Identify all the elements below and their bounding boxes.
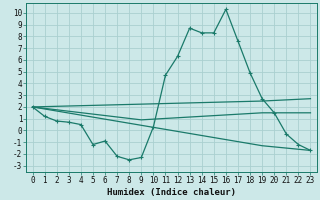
X-axis label: Humidex (Indice chaleur): Humidex (Indice chaleur) bbox=[107, 188, 236, 197]
